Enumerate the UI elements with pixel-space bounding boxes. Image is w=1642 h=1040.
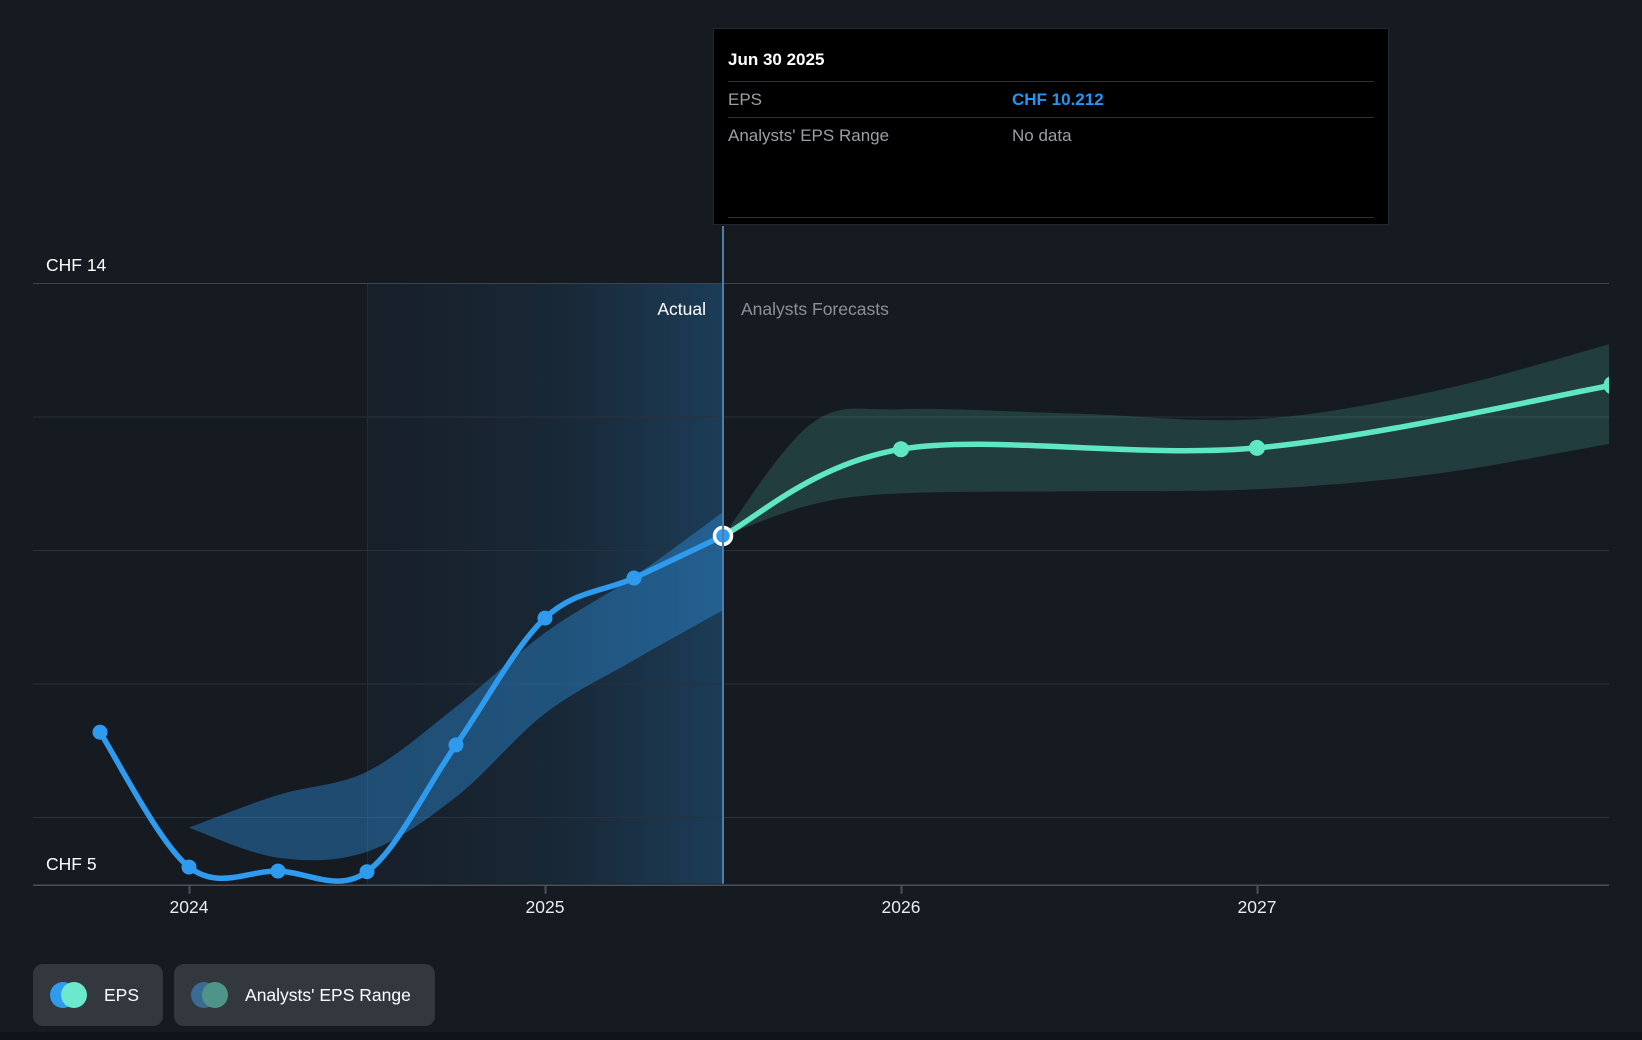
forecast-zone-label: Analysts Forecasts — [741, 299, 889, 319]
y-axis-label-top: CHF 14 — [46, 255, 107, 275]
page-bottom-edge — [0, 1032, 1642, 1040]
x-axis-label-2025: 2025 — [526, 897, 565, 917]
tooltip-row-eps: EPS CHF 10.212 — [728, 82, 1374, 117]
tooltip-date-title: Jun 30 2025 — [728, 50, 825, 69]
analysts-range-legend-dots-icon — [191, 982, 230, 1008]
tooltip-eps-label: EPS — [728, 89, 763, 109]
forecast-point[interactable] — [1603, 376, 1623, 395]
forecast-point[interactable] — [1249, 439, 1265, 456]
eps-point[interactable] — [181, 859, 197, 875]
eps-legend-dots-icon — [50, 982, 89, 1008]
x-axis-label-2027: 2027 — [1238, 897, 1277, 917]
forecast-point[interactable] — [893, 441, 909, 458]
legend-item-analysts-eps-range[interactable]: Analysts' EPS Range — [174, 964, 435, 1026]
x-axis-label-2024: 2024 — [170, 897, 209, 917]
tooltip-range-label: Analysts' EPS Range — [728, 125, 890, 145]
tooltip-eps-value: CHF 10.212 — [1012, 89, 1104, 109]
eps-point[interactable] — [537, 610, 553, 626]
eps-range-band-actual — [189, 512, 723, 861]
eps-point[interactable] — [270, 863, 286, 879]
analysts-eps-range-band — [723, 344, 1609, 536]
actual-zone-label: Actual — [657, 299, 706, 319]
tooltip-separator — [728, 217, 1374, 218]
eps-line-forecast — [720, 383, 1609, 539]
tooltip-range-value: No data — [1012, 125, 1072, 145]
highlight-actual-period — [367, 283, 723, 884]
eps-point[interactable] — [448, 737, 464, 753]
eps-point[interactable] — [92, 724, 108, 740]
eps-point[interactable] — [359, 864, 375, 880]
chart-legend: EPS Analysts' EPS Range — [33, 964, 435, 1026]
tooltip-separator — [728, 81, 1374, 82]
y-axis-label-bottom: CHF 5 — [46, 854, 97, 874]
x-axis-label-2026: 2026 — [882, 897, 921, 917]
legend-analysts-range-label: Analysts' EPS Range — [245, 984, 411, 1005]
legend-eps-label: EPS — [104, 984, 140, 1005]
tooltip-row-range: Analysts' EPS Range No data — [728, 118, 1374, 153]
plot-series-group — [92, 344, 1623, 884]
eps-point[interactable] — [626, 570, 642, 586]
chart-tooltip: Jun 30 2025 EPS CHF 10.212 Analysts' EPS… — [713, 28, 1389, 225]
legend-item-eps[interactable]: EPS — [33, 964, 164, 1026]
tooltip-separator — [728, 117, 1374, 118]
